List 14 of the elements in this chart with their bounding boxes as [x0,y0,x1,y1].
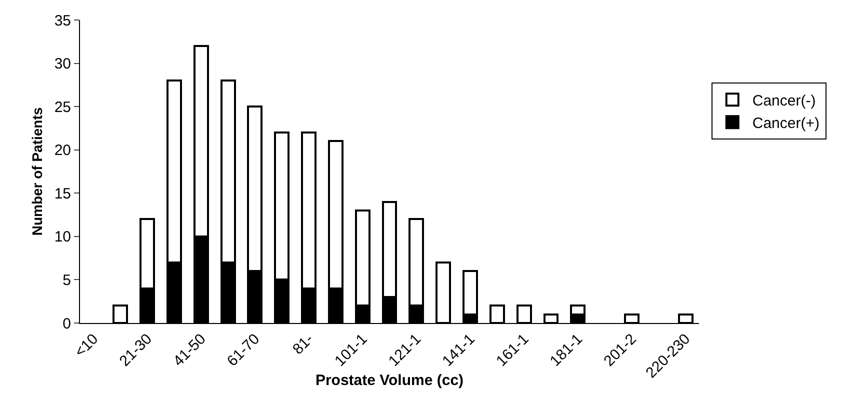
x-axis-title: Prostate Volume (cc) [315,372,464,389]
y-tick-label: 30 [54,56,71,73]
y-tick-label: 5 [62,272,71,289]
legend-label: Cancer(-) [752,92,816,110]
y-tick-label: 25 [54,98,71,116]
y-axis-title: Number of Patients [29,107,45,236]
y-tick-label: 0 [62,315,71,332]
legend-label: Cancer(+) [752,115,820,132]
x-tick-label: 81- [290,330,317,358]
x-tick-label: <10 [72,330,102,361]
y-tick-label: 35 [54,12,71,30]
y-tick-label: 10 [54,228,71,246]
y-tick-label: 15 [54,185,71,202]
y-tick-label: 20 [54,142,71,160]
